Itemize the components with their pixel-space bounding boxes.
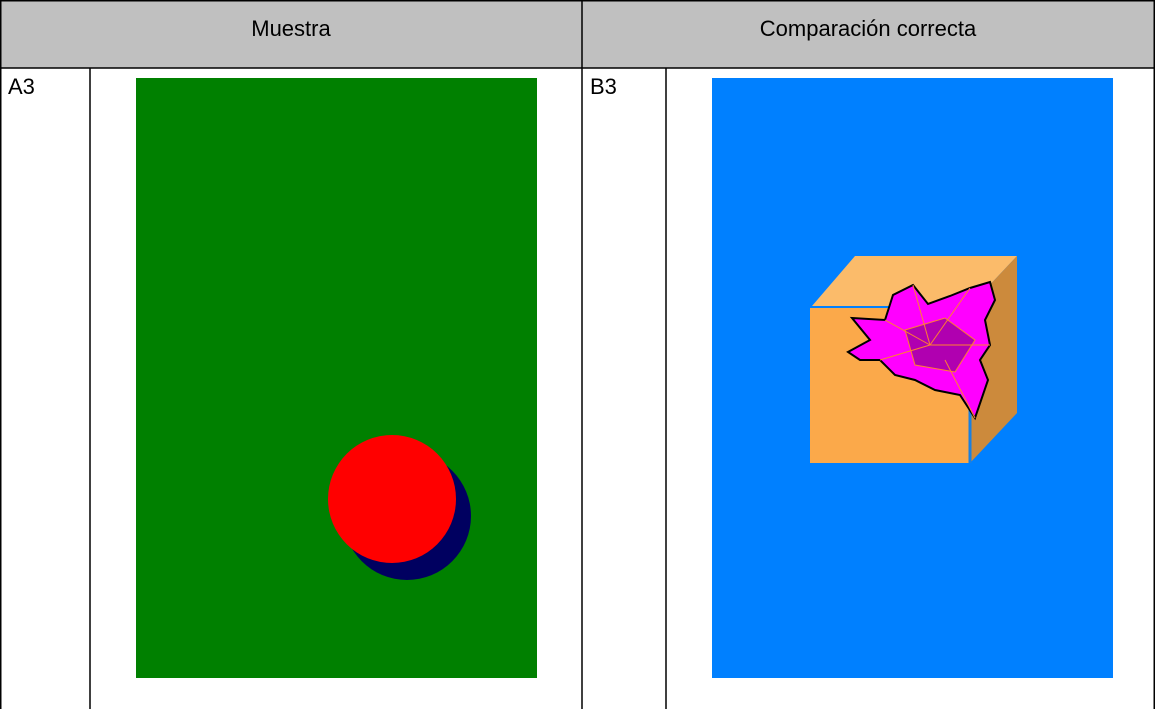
- edge: [912, 284, 931, 346]
- image-background: [136, 78, 537, 678]
- header-cell: Muestra: [251, 16, 331, 41]
- edge: [929, 287, 971, 346]
- edge: [884, 319, 931, 346]
- edge: [944, 359, 976, 419]
- star-edges: [879, 284, 990, 419]
- header-row: [0, 0, 1155, 68]
- edge: [879, 344, 931, 361]
- header-cell: Comparación correcta: [760, 16, 977, 41]
- sample-image: [136, 78, 537, 678]
- sphere: [328, 435, 456, 563]
- row-label: B3: [590, 74, 617, 99]
- correct-image: [712, 78, 1113, 678]
- row-label: A3: [8, 74, 35, 99]
